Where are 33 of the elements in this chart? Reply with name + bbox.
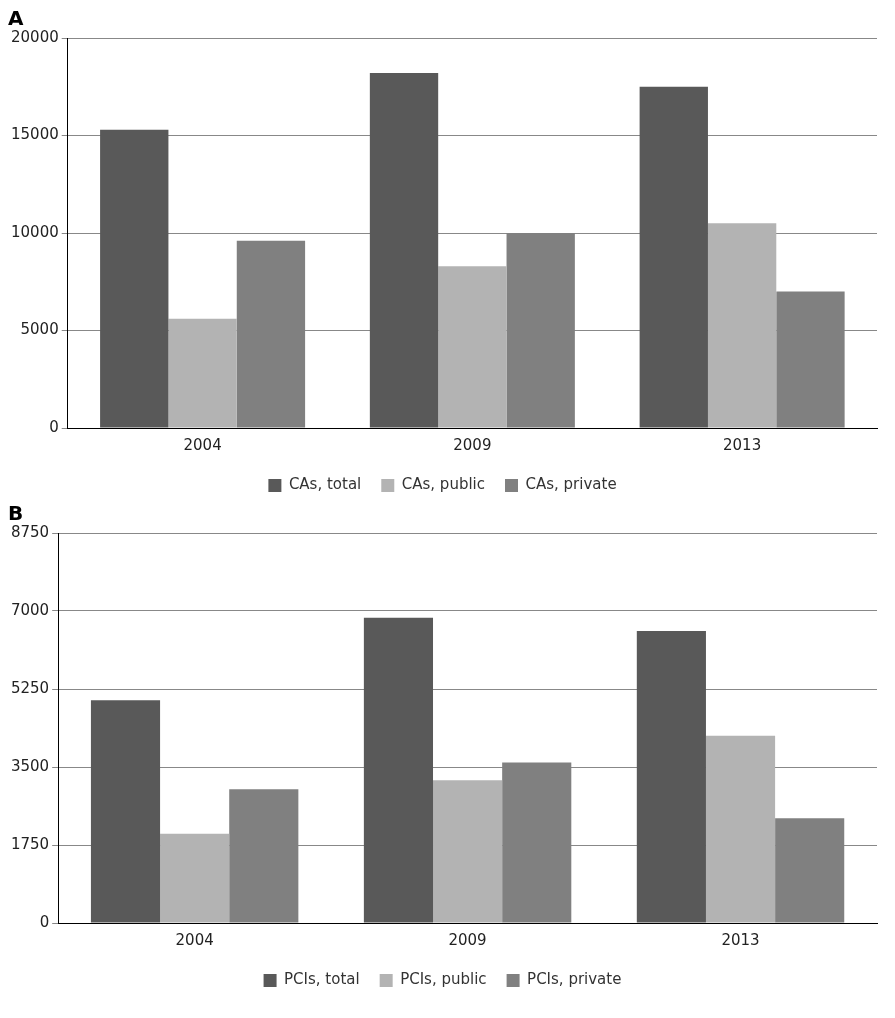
bar	[705, 735, 776, 923]
x-tick-label: 2004	[183, 435, 222, 454]
bar	[639, 86, 708, 428]
x-tick-label: 2009	[453, 435, 492, 454]
legend-label: PCIs, private	[527, 970, 622, 989]
y-tick-label: 1750	[10, 834, 50, 853]
legend-label: PCIs, public	[400, 970, 487, 989]
x-tick-label: 2009	[448, 930, 487, 949]
y-tick-label: 0	[49, 417, 59, 436]
bar	[160, 833, 230, 923]
y-tick-label: 5250	[10, 678, 50, 697]
bar	[363, 617, 434, 923]
y-tick-label: 7000	[10, 600, 50, 619]
bar	[369, 73, 439, 428]
legend-label: CAs, total	[288, 475, 362, 494]
x-tick-label: 2013	[721, 930, 760, 949]
bar	[168, 318, 237, 428]
bar	[636, 631, 706, 923]
bar	[707, 223, 777, 428]
bar	[433, 780, 503, 923]
legend-label: CAs, public	[401, 475, 485, 494]
y-tick-label: 10000	[11, 222, 59, 241]
bar	[438, 266, 507, 428]
x-tick-label: 2004	[175, 930, 214, 949]
legend-label: PCIs, total	[284, 970, 360, 989]
y-tick-label: 15000	[11, 125, 59, 144]
y-tick-label: 3500	[10, 756, 50, 775]
y-tick-label: 5000	[20, 320, 59, 339]
legend-label: CAs, private	[525, 475, 617, 494]
x-tick-label: 2013	[723, 435, 762, 454]
bar	[100, 129, 169, 428]
y-tick-label: 0	[39, 912, 50, 931]
bar	[90, 700, 161, 923]
